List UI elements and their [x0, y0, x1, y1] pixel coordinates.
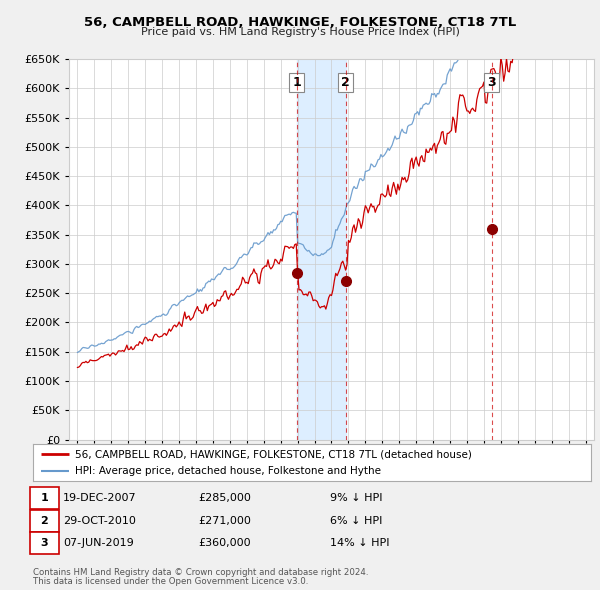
Text: This data is licensed under the Open Government Licence v3.0.: This data is licensed under the Open Gov…: [33, 577, 308, 586]
Text: 3: 3: [487, 76, 496, 89]
Text: £271,000: £271,000: [198, 516, 251, 526]
Text: 3: 3: [41, 538, 48, 548]
Text: 19-DEC-2007: 19-DEC-2007: [63, 493, 137, 503]
Text: 29-OCT-2010: 29-OCT-2010: [63, 516, 136, 526]
Text: 9% ↓ HPI: 9% ↓ HPI: [330, 493, 383, 503]
Text: 07-JUN-2019: 07-JUN-2019: [63, 538, 134, 548]
Text: 1: 1: [293, 76, 301, 89]
Bar: [297, 59, 346, 440]
Text: 2: 2: [41, 516, 48, 526]
Text: 1: 1: [41, 493, 48, 503]
Text: HPI: Average price, detached house, Folkestone and Hythe: HPI: Average price, detached house, Folk…: [75, 466, 381, 476]
Text: Price paid vs. HM Land Registry's House Price Index (HPI): Price paid vs. HM Land Registry's House …: [140, 27, 460, 37]
Text: 14% ↓ HPI: 14% ↓ HPI: [330, 538, 389, 548]
Text: £285,000: £285,000: [198, 493, 251, 503]
Text: 56, CAMPBELL ROAD, HAWKINGE, FOLKESTONE, CT18 7TL (detached house): 56, CAMPBELL ROAD, HAWKINGE, FOLKESTONE,…: [75, 449, 472, 459]
Text: 56, CAMPBELL ROAD, HAWKINGE, FOLKESTONE, CT18 7TL: 56, CAMPBELL ROAD, HAWKINGE, FOLKESTONE,…: [84, 16, 516, 29]
Text: £360,000: £360,000: [198, 538, 251, 548]
Text: Contains HM Land Registry data © Crown copyright and database right 2024.: Contains HM Land Registry data © Crown c…: [33, 568, 368, 576]
Text: 2: 2: [341, 76, 350, 89]
Text: 6% ↓ HPI: 6% ↓ HPI: [330, 516, 382, 526]
